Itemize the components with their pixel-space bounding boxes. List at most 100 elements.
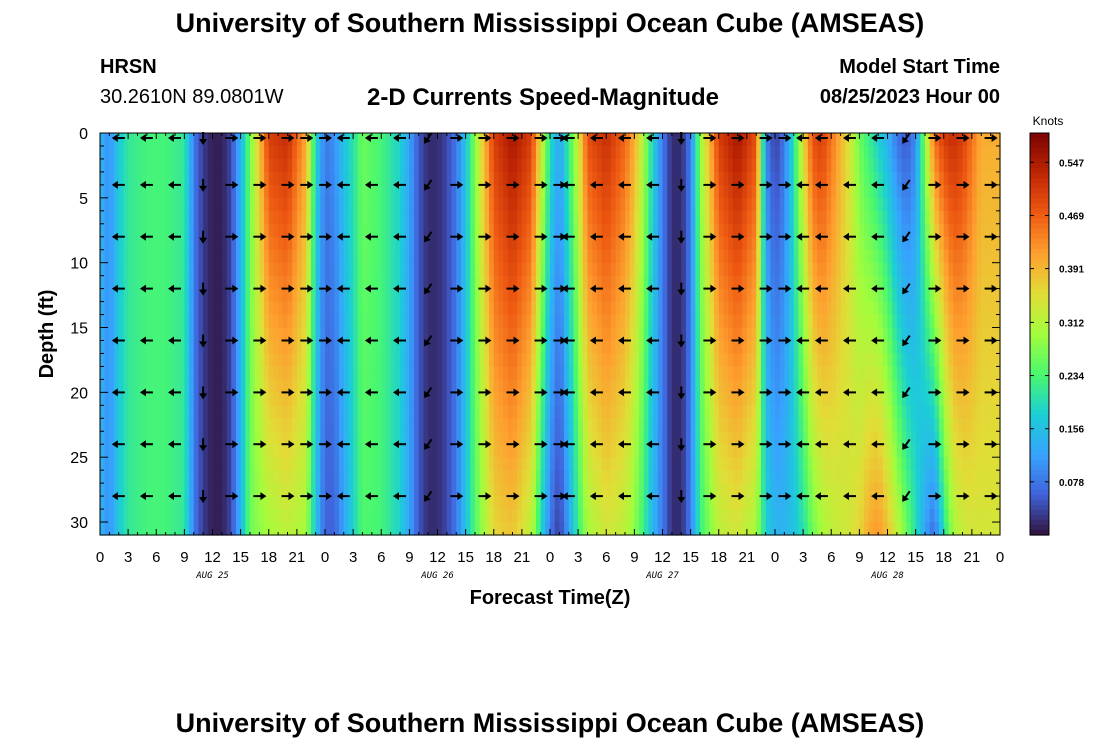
heatmap-cell [723,288,729,303]
heatmap-cell [456,457,462,471]
heatmap-cell [367,340,373,355]
heatmap-cell [784,223,790,238]
heatmap-cell [821,184,828,199]
heatmap-cell [681,145,687,160]
heatmap-cell [653,444,659,458]
heatmap-cell [550,353,556,368]
heatmap-cell [639,353,645,368]
heatmap-cell [235,184,242,199]
heatmap-cell [109,431,115,445]
heatmap-cell [264,262,270,277]
heatmap-cell [264,418,270,432]
heatmap-cell [142,327,148,342]
heatmap-cell [348,444,354,458]
heatmap-cell [357,483,364,497]
heatmap-cell [418,457,425,471]
heatmap-cell [240,275,246,290]
heatmap-cell [310,509,317,523]
heatmap-cell [310,301,317,316]
heatmap-cell [507,418,514,432]
heatmap-cell [329,301,335,316]
heatmap-cell [770,457,776,471]
heatmap-cell [573,483,579,497]
heatmap-cell [681,353,687,368]
heatmap-cell [400,158,406,173]
heatmap-cell [301,405,307,419]
heatmap-cell [742,288,748,303]
heatmap-cell [423,301,429,316]
heatmap-cell [175,340,181,355]
heatmap-cell [817,145,823,160]
heatmap-cell [259,379,265,393]
heatmap-cell [325,522,331,536]
heatmap-cell [137,470,143,484]
heatmap-cell [212,223,218,238]
heatmap-cell [428,457,434,471]
heatmap-cell [151,353,157,368]
heatmap-cell [475,327,481,342]
heatmap-cell [596,457,603,471]
heatmap-cell [320,457,326,471]
heatmap-cell [657,314,664,329]
heatmap-cell [160,522,167,536]
heatmap-cell [709,353,715,368]
heatmap-cell [325,301,331,316]
heatmap-cell [592,314,598,329]
heatmap-cell [282,340,289,355]
heatmap-cell [451,145,457,160]
heatmap-cell [418,444,425,458]
heatmap-cell [334,431,340,445]
heatmap-cell [671,158,678,173]
heatmap-cell [465,418,471,432]
heatmap-cell [409,197,415,212]
heatmap-cell [625,249,631,264]
heatmap-cell [278,522,284,536]
heatmap-cell [170,483,176,497]
heatmap-cell [142,301,148,316]
heatmap-cell [264,249,270,264]
heatmap-cell [414,197,420,212]
heatmap-cell [545,275,551,290]
heatmap-cell [578,197,584,212]
heatmap-cell [760,418,767,432]
heatmap-cell [817,353,823,368]
heatmap-cell [643,314,650,329]
heatmap-cell [807,405,814,419]
heatmap-cell [596,145,603,160]
heatmap-cell [714,301,720,316]
heatmap-cell [212,210,218,225]
heatmap-cell [287,158,293,173]
heatmap-cell [498,418,504,432]
heatmap-cell [479,171,485,186]
heatmap-cell [803,197,809,212]
heatmap-cell [723,340,729,355]
heatmap-cell [254,275,260,290]
heatmap-cell [587,483,593,497]
heatmap-cell [175,275,181,290]
heatmap-cell [400,236,406,251]
heatmap-cell [437,340,443,355]
heatmap-cell [643,145,650,160]
heatmap-cell [343,301,350,316]
heatmap-cell [296,262,303,277]
heatmap-cell [582,184,589,199]
heatmap-cell [807,366,814,380]
heatmap-cell [306,301,312,316]
heatmap-cell [306,522,312,536]
heatmap-cell [812,496,818,510]
heatmap-cell [751,444,757,458]
heatmap-cell [418,379,425,393]
heatmap-cell [625,158,631,173]
heatmap-cell [526,171,532,186]
heatmap-cell [700,405,706,419]
heatmap-cell [367,210,373,225]
heatmap-cell [737,496,743,510]
heatmap-cell [765,197,771,212]
heatmap-cell [437,509,443,523]
heatmap-cell [737,353,743,368]
heatmap-cell [775,236,781,251]
heatmap-cell [423,262,429,277]
heatmap-cell [385,431,392,445]
heatmap-cell [240,379,246,393]
heatmap-cell [151,431,157,445]
